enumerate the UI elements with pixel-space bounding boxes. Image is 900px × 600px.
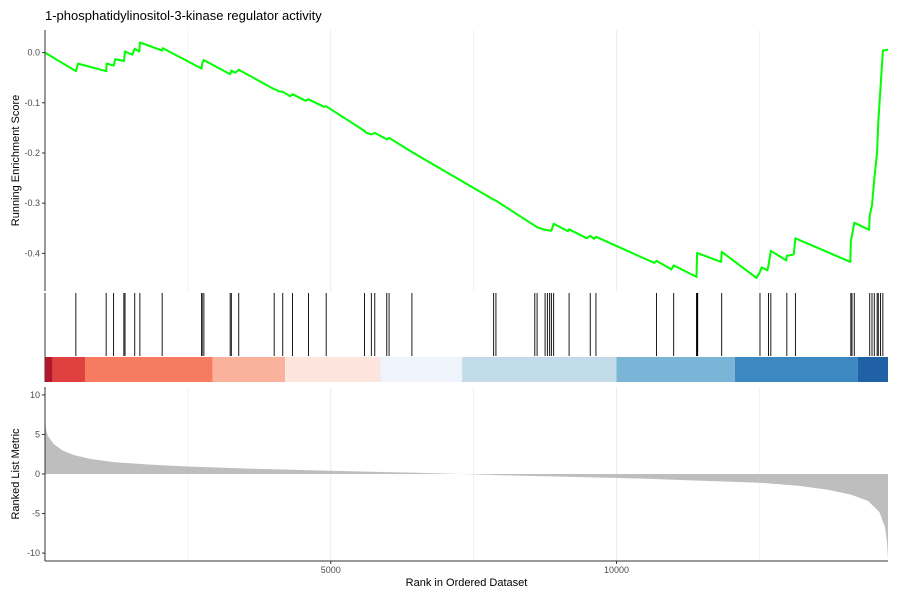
es-line (44, 41, 889, 279)
es-y-tick-label: -0.2 (24, 148, 40, 158)
rank-color-band (212, 357, 286, 382)
es-y-axis-title: Running Enrichment Score (10, 95, 22, 226)
rank-color-band (52, 357, 86, 382)
rank-color-band (462, 357, 617, 382)
rank-color-band (857, 357, 888, 382)
x-tick-label: 5000 (321, 565, 341, 575)
x-axis-title: Rank in Ordered Dataset (406, 577, 528, 589)
metric-y-axis-title: Ranked List Metric (10, 428, 22, 520)
metric-y-tick-label: 0 (35, 469, 40, 479)
rank-color-band (616, 357, 735, 382)
metric-y-tick-label: 5 (35, 429, 40, 439)
es-y-tick-label: -0.3 (24, 198, 40, 208)
rank-color-band (45, 357, 53, 382)
rank-color-band (285, 357, 381, 382)
es-y-tick-label: -0.4 (24, 248, 40, 258)
x-tick-label: 10000 (604, 565, 629, 575)
rank-color-band (85, 357, 213, 382)
metric-y-tick-label: -10 (27, 548, 40, 558)
chart-title: 1-phosphatidylinositol-3-kinase regulato… (45, 8, 322, 23)
metric-y-tick-label: -5 (32, 509, 40, 519)
rank-color-band (734, 357, 858, 382)
metric-y-tick-label: 10 (30, 390, 40, 400)
es-y-tick-label: -0.1 (24, 98, 40, 108)
ranked-metric-area (45, 418, 888, 560)
es-y-tick-label: 0.0 (27, 48, 40, 58)
rank-color-band (380, 357, 463, 382)
